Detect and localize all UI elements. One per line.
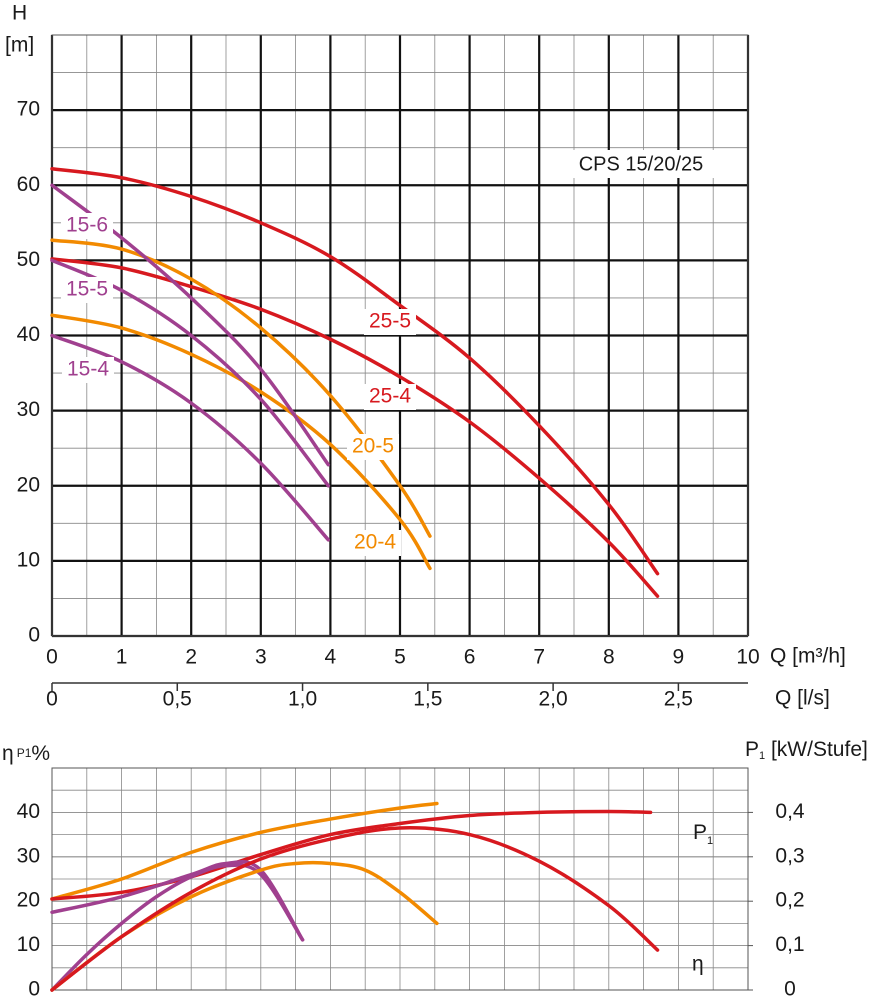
y2-tick-label: 0: [784, 978, 796, 1000]
y-axis-label: η P1%: [2, 742, 50, 765]
x-tick-label: 0: [46, 646, 58, 669]
x-tick-label: 6: [464, 646, 476, 669]
x-tick-label: 2: [185, 646, 197, 669]
x-tick-label: 1: [116, 646, 128, 669]
x-tick-label: 8: [603, 646, 615, 669]
annotation: η: [692, 953, 704, 976]
plot-frame: [51, 767, 749, 991]
curve-label: 25-4: [369, 385, 411, 408]
label-bg: [349, 530, 401, 556]
y-tick-label: 50: [17, 248, 40, 271]
x-tick-label: 9: [673, 646, 685, 669]
x-tick-label: 7: [533, 646, 545, 669]
y-tick-label: 0: [28, 978, 40, 1000]
y2-axis-label: P1 [kW/Stufe]: [745, 738, 868, 762]
y-tick-label: 60: [17, 173, 40, 196]
annotation-main: P: [693, 821, 707, 844]
curve: [50, 333, 331, 542]
x-axis-label: Q [m³/h]: [770, 645, 846, 668]
curve-label: 15-6: [66, 214, 108, 237]
label-bg: [62, 357, 114, 383]
y-tick-label: 30: [17, 844, 40, 867]
x2-tick-label: 1,0: [288, 688, 317, 711]
annotation: CPS 15/20/25: [579, 153, 704, 175]
label-bg: [61, 277, 113, 303]
y-tick-label: 20: [17, 889, 40, 912]
curve: [50, 809, 653, 901]
x2-tick-label: 1,5: [413, 688, 442, 711]
y-axis-label-sub: P1: [17, 746, 32, 760]
curve: [50, 257, 660, 598]
curve: [50, 166, 660, 576]
y2-axis-label-unit: [kW/Stufe]: [765, 738, 868, 761]
curve: [50, 826, 660, 992]
y-tick-label: 40: [17, 800, 40, 823]
label-bg: [61, 213, 113, 239]
curve-label: 20-4: [354, 531, 396, 554]
x2-axis-label: Q [l/s]: [775, 687, 830, 710]
curve: [50, 313, 432, 571]
y2-tick-label: 0,1: [775, 933, 804, 956]
x2-tick-label: 0,5: [163, 688, 192, 711]
x2-tick-label: 0: [46, 688, 58, 711]
x2-tick-label: 2,5: [664, 688, 693, 711]
curve: [50, 238, 432, 538]
y2-axis-label-sub: 1: [759, 750, 765, 762]
x2-tick-label: 2,0: [539, 688, 568, 711]
y-tick-label: 70: [17, 98, 40, 121]
label-bg: [347, 434, 399, 460]
y-tick-label: 40: [17, 323, 40, 346]
curve-label: 25-5: [369, 310, 411, 333]
y-tick-label: 30: [17, 398, 40, 421]
y-tick-label: 0: [28, 624, 40, 647]
annotation-sub: 1: [707, 835, 713, 847]
y-tick-label: 10: [17, 933, 40, 956]
x-tick-label: 4: [325, 646, 337, 669]
y2-tick-label: 0,4: [775, 800, 805, 823]
x-tick-label: 10: [736, 646, 759, 669]
x-tick-label: 5: [394, 646, 406, 669]
y-axis-label-unit: %: [31, 742, 50, 765]
y-axis-label-main: η: [2, 742, 14, 765]
y-tick-label: 20: [17, 473, 40, 496]
label-bg: [364, 309, 416, 335]
curve: [50, 801, 439, 901]
label-bg: [364, 384, 416, 410]
curve: [50, 863, 305, 992]
y-axis-label: H: [12, 2, 27, 25]
curve-label: 15-4: [67, 358, 109, 381]
y2-tick-label: 0,2: [775, 889, 804, 912]
y2-tick-label: 0,3: [775, 844, 804, 867]
y2-axis-label-main: P: [745, 738, 759, 761]
x-tick-label: 3: [255, 646, 267, 669]
curve-label: 20-5: [352, 435, 394, 458]
y-tick-label: 10: [17, 548, 40, 571]
curve-label: 15-5: [66, 278, 108, 301]
y-axis-unit: [m]: [5, 34, 34, 57]
annotation-bg: [562, 150, 720, 178]
annotation: P1: [693, 821, 713, 847]
